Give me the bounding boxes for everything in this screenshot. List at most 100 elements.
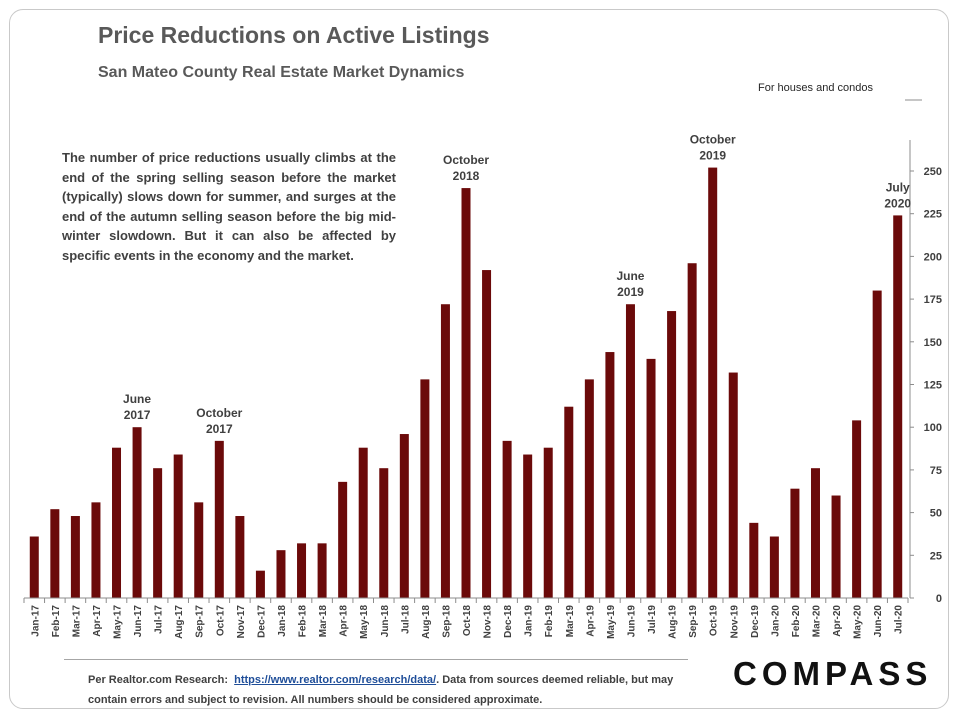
x-tick-label: May-18 bbox=[359, 605, 370, 639]
x-axis-labels: Jan-17 Feb-17 Mar-17 Apr-17 May-17 Jun-17 Jul-… bbox=[23, 597, 909, 639]
x-tick-label: Sep-17 bbox=[195, 605, 206, 638]
bar-jan-19 bbox=[523, 454, 533, 598]
x-tick-label: Oct-19 bbox=[709, 605, 720, 637]
source-suffix: . Data from sources deemed reliable, but… bbox=[88, 674, 674, 706]
commentary-text: The number of price reductions usually c… bbox=[62, 150, 396, 263]
bar-aug-18 bbox=[420, 379, 430, 598]
bar-jun-19 bbox=[625, 304, 635, 598]
bar-jan-18 bbox=[276, 550, 286, 598]
x-tick-label: May-19 bbox=[606, 605, 617, 639]
y-tick-label: 0 bbox=[936, 593, 942, 605]
compass-logo: COMPASS bbox=[733, 655, 933, 692]
annotation-label: 2019 bbox=[699, 149, 726, 163]
x-tick-label: May-20 bbox=[853, 605, 864, 639]
x-tick-label: Jan-19 bbox=[524, 605, 535, 637]
x-tick-label: Jan-18 bbox=[277, 605, 288, 637]
bar-may-17 bbox=[112, 447, 122, 598]
x-tick-label: Feb-17 bbox=[51, 605, 62, 638]
x-tick-label: Apr-19 bbox=[585, 605, 596, 637]
x-tick-label: Jul-20 bbox=[894, 605, 905, 634]
bar-jun-17 bbox=[132, 427, 142, 598]
bar-may-20 bbox=[852, 420, 862, 598]
bar-feb-20 bbox=[790, 488, 800, 598]
bar-jun-20 bbox=[872, 290, 882, 598]
annotation-label: 2017 bbox=[206, 422, 233, 436]
bar-aug-17 bbox=[173, 454, 183, 598]
bar-sep-19 bbox=[687, 263, 697, 598]
bar-dec-19 bbox=[749, 522, 759, 598]
bar-mar-17 bbox=[70, 516, 80, 598]
x-tick-label: Mar-17 bbox=[71, 605, 82, 638]
x-tick-label: Feb-19 bbox=[544, 605, 555, 638]
x-tick-label: Aug-18 bbox=[421, 605, 432, 639]
bar-jul-18 bbox=[399, 434, 409, 598]
y-axis: 0 25 50 75 100 125 150 175 200 225 250 bbox=[905, 99, 942, 605]
bar-aug-19 bbox=[667, 311, 677, 598]
y-tick-label: 250 bbox=[924, 166, 942, 178]
bar-mar-18 bbox=[317, 543, 327, 598]
y-tick-label: 100 bbox=[924, 422, 942, 434]
x-tick-label: Dec-17 bbox=[256, 605, 267, 638]
x-tick-label: Feb-20 bbox=[791, 605, 802, 638]
bar-nov-19 bbox=[728, 372, 738, 598]
x-tick-label: Sep-18 bbox=[441, 605, 452, 638]
annotation-label: 2020 bbox=[884, 196, 911, 210]
source-link[interactable]: https://www.realtor.com/research/data/ bbox=[234, 674, 437, 686]
x-tick-label: Aug-19 bbox=[668, 605, 679, 639]
bar-jan-20 bbox=[769, 536, 779, 598]
chart-subtitle: San Mateo County Real Estate Market Dyna… bbox=[98, 64, 465, 81]
y-tick-label: 175 bbox=[924, 294, 942, 306]
bar-dec-17 bbox=[255, 570, 265, 598]
bar-may-19 bbox=[605, 352, 615, 598]
x-tick-label: Sep-19 bbox=[688, 605, 699, 638]
x-tick-label: Apr-18 bbox=[339, 605, 350, 637]
x-tick-label: Jul-19 bbox=[647, 605, 658, 634]
x-tick-label: Feb-18 bbox=[298, 605, 309, 638]
x-tick-label: Aug-17 bbox=[174, 605, 185, 639]
annotations: June 2017 October 2017 October 2018 June 2019 Oc… bbox=[123, 133, 911, 436]
annotation-label: October bbox=[690, 133, 736, 147]
x-tick-label: Dec-18 bbox=[503, 605, 514, 638]
y-tick-label: 150 bbox=[924, 337, 942, 349]
x-tick-label: Jun-20 bbox=[873, 605, 884, 638]
x-tick-label: Jan-20 bbox=[770, 605, 781, 637]
bar-mar-20 bbox=[810, 468, 820, 598]
y-tick-label: 25 bbox=[930, 550, 942, 562]
x-tick-label: Mar-20 bbox=[811, 605, 822, 638]
annotation-label: 2017 bbox=[124, 408, 151, 422]
x-tick-label: Oct-17 bbox=[215, 605, 226, 637]
bar-apr-20 bbox=[831, 495, 841, 598]
y-tick-label: 225 bbox=[924, 209, 942, 221]
bar-feb-18 bbox=[297, 543, 307, 598]
bar-nov-17 bbox=[235, 516, 245, 598]
bar-feb-19 bbox=[543, 447, 553, 598]
bar-jun-18 bbox=[379, 468, 389, 598]
annotation-label: 2018 bbox=[453, 169, 480, 183]
x-tick-label: Jul-17 bbox=[154, 605, 165, 634]
annotation-label: June bbox=[123, 392, 151, 406]
x-tick-label: Nov-18 bbox=[483, 605, 494, 639]
annotation-label: June bbox=[616, 269, 644, 283]
x-tick-label: May-17 bbox=[113, 605, 124, 639]
footer-divider bbox=[64, 659, 688, 660]
x-tick-label: Apr-20 bbox=[832, 605, 843, 637]
x-tick-label: Dec-19 bbox=[750, 605, 761, 638]
x-tick-label: Nov-19 bbox=[729, 605, 740, 639]
bar-oct-18 bbox=[461, 188, 471, 598]
bar-feb-17 bbox=[50, 509, 60, 598]
annotation-label: 2019 bbox=[617, 285, 644, 299]
bar-jul-17 bbox=[153, 468, 163, 598]
x-tick-label: Jun-19 bbox=[626, 605, 637, 638]
annotation-label: July bbox=[886, 180, 910, 194]
source-footer: Per Realtor.com Research: https://www.re… bbox=[88, 670, 678, 710]
x-tick-label: Oct-18 bbox=[462, 605, 473, 637]
bar-series bbox=[29, 167, 903, 599]
bar-oct-17 bbox=[214, 440, 224, 598]
chart-title: Price Reductions on Active Listings bbox=[98, 22, 490, 48]
y-tick-label: 50 bbox=[930, 508, 942, 520]
bar-mar-19 bbox=[564, 406, 574, 598]
bar-dec-18 bbox=[502, 440, 512, 598]
y-tick-label: 200 bbox=[924, 251, 942, 263]
bar-nov-18 bbox=[482, 270, 492, 598]
